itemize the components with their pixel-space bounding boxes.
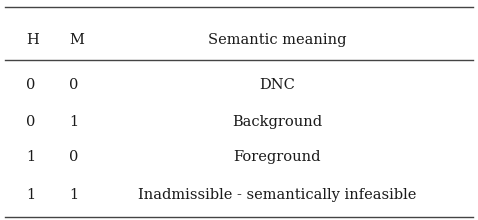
Text: 1: 1 — [26, 188, 35, 202]
Text: M: M — [69, 33, 84, 47]
Text: Inadmissible - semantically infeasible: Inadmissible - semantically infeasible — [138, 188, 416, 202]
Text: 1: 1 — [69, 188, 78, 202]
Text: Semantic meaning: Semantic meaning — [208, 33, 347, 47]
Text: H: H — [26, 33, 39, 47]
Text: Background: Background — [232, 115, 322, 129]
Text: 0: 0 — [69, 150, 79, 164]
Text: DNC: DNC — [259, 78, 295, 92]
Text: 0: 0 — [26, 78, 36, 92]
Text: 1: 1 — [26, 150, 35, 164]
Text: Foreground: Foreground — [233, 150, 321, 164]
Text: 1: 1 — [69, 115, 78, 129]
Text: 0: 0 — [69, 78, 79, 92]
Text: 0: 0 — [26, 115, 36, 129]
